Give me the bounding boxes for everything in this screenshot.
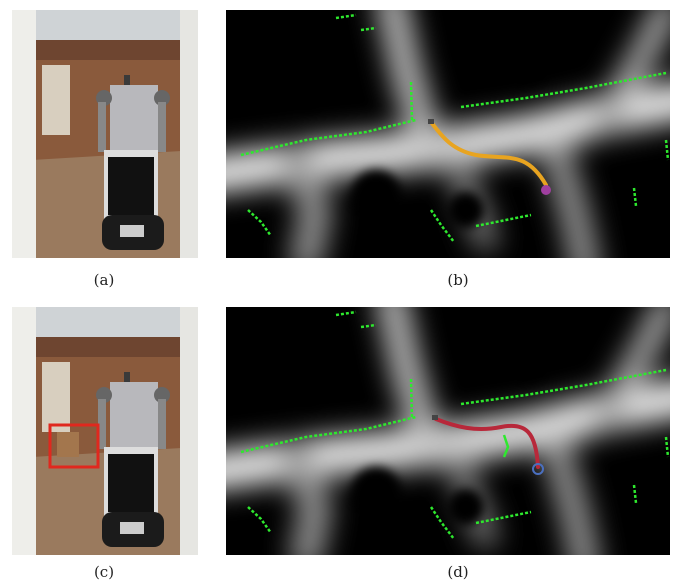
photo-a xyxy=(12,10,198,258)
path-start xyxy=(432,415,438,420)
panel-label: (d) xyxy=(447,563,468,580)
goal-marker xyxy=(541,185,551,195)
figure: (a) (b) (c) (d) xyxy=(0,0,679,580)
photo-c-image xyxy=(12,307,198,555)
path-start xyxy=(428,119,434,124)
panel-label: (b) xyxy=(447,271,468,289)
photo-a-image xyxy=(12,10,198,258)
costmap-b xyxy=(206,0,679,270)
costmap-d xyxy=(206,297,679,567)
panel-label: (c) xyxy=(94,563,114,580)
box xyxy=(57,432,79,457)
panel-label: (a) xyxy=(94,271,115,289)
costmap-d-image xyxy=(206,297,679,567)
photo-c xyxy=(12,307,198,555)
